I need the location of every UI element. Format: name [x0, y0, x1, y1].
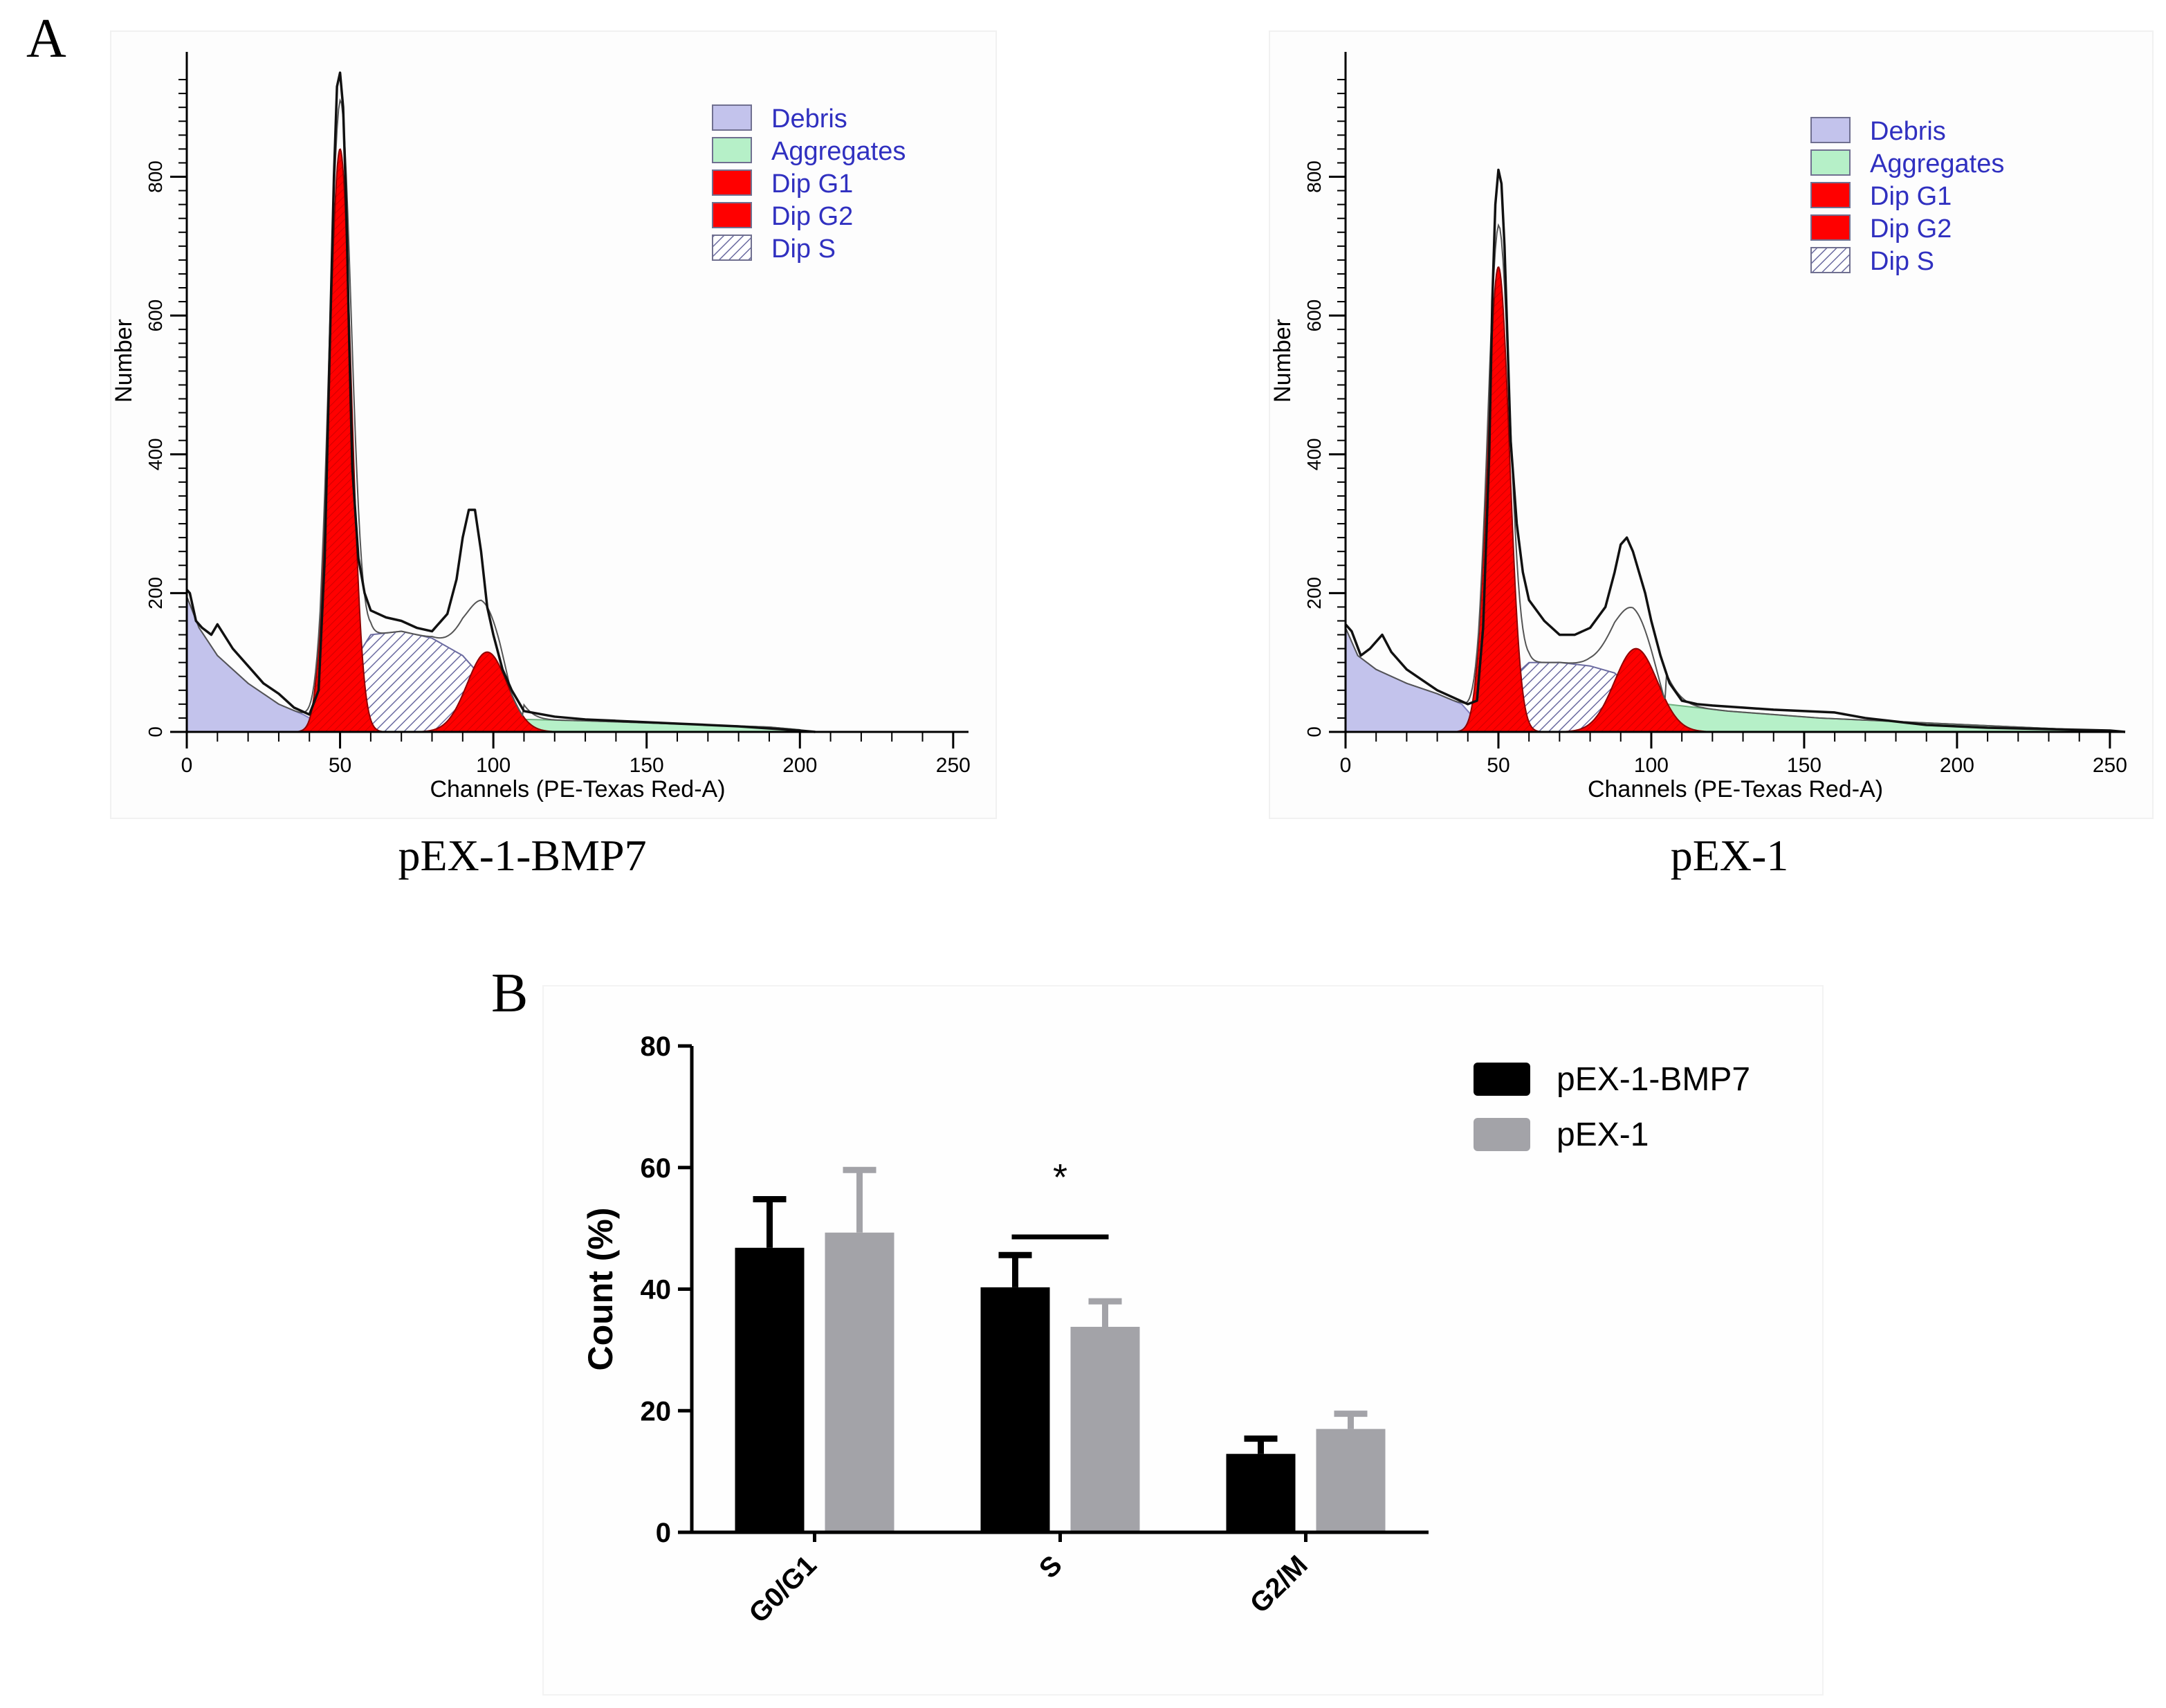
- legend-swatch-pex-1: [1474, 1118, 1530, 1151]
- legend-label-aggregates: Aggregates: [1870, 149, 2004, 178]
- legend-swatch-pex-1-bmp7: [1474, 1063, 1530, 1096]
- panel-label-a: A: [26, 8, 66, 69]
- x-tick-label: 250: [2093, 754, 2127, 777]
- x-tick-label: 50: [1487, 754, 1509, 777]
- y-axis-label: Count (%): [581, 1207, 620, 1370]
- x-axis-label: Channels (PE-Texas Red-A): [1588, 776, 1883, 802]
- dip-g1-hatch: [1454, 267, 1543, 732]
- y-tick-label: 600: [1303, 300, 1325, 332]
- legend-swatch-dip-g2: [712, 202, 752, 228]
- legend-swatch-aggregates: [712, 137, 752, 163]
- bar-pex-1-bmp7-s: [980, 1287, 1050, 1532]
- bar-pex-1-s: [1070, 1326, 1140, 1532]
- y-tick-label: 20: [641, 1396, 672, 1426]
- y-tick-label: 40: [641, 1275, 672, 1305]
- y-tick-label: 60: [641, 1153, 672, 1184]
- x-tick-label: 250: [936, 754, 971, 777]
- legend-swatch-dip-g1: [712, 169, 752, 196]
- legend-label-pex-1: pEX-1: [1557, 1117, 1649, 1153]
- significance-asterisk: *: [1053, 1157, 1067, 1198]
- histogram-panel-pex-1-bmp7: 0 50 100 150 200 250 0 200 400 600 800 Channels (PE…: [110, 30, 997, 880]
- legend-label-dip-g2: Dip G2: [1870, 214, 1952, 244]
- legend-swatch-dip-g1: [1810, 182, 1851, 208]
- panel-background: [110, 30, 997, 819]
- dip-g1-hatch: [295, 149, 385, 733]
- legend-swatch-debris: [712, 104, 752, 131]
- bar-pex-1-bmp7-g2-m: [1226, 1453, 1296, 1532]
- x-tick-label: 200: [782, 754, 817, 777]
- dip-g2-hatch: [407, 652, 567, 732]
- y-tick-label: 800: [145, 160, 166, 193]
- y-tick-label: 400: [145, 438, 166, 470]
- legend-label-debris: Debris: [1870, 117, 1946, 146]
- x-tick-label: 150: [630, 754, 664, 777]
- legend-label-aggregates: Aggregates: [771, 137, 906, 166]
- x-tick-label: 0: [1340, 754, 1352, 777]
- x-axis-label: Channels (PE-Texas Red-A): [430, 776, 725, 802]
- x-tick-label: 0: [181, 754, 193, 777]
- legend-label-dip-g1: Dip G1: [771, 169, 853, 199]
- sample-caption: pEX-1: [1671, 831, 1789, 880]
- sample-caption: pEX-1-BMP7: [398, 831, 646, 880]
- y-tick-label: 0: [1303, 726, 1325, 737]
- legend-label-dip-g1: Dip G1: [1870, 182, 1952, 211]
- legend-label-pex-1-bmp7: pEX-1-BMP7: [1557, 1061, 1750, 1098]
- y-tick-label: 600: [145, 300, 166, 332]
- legend-label-debris: Debris: [771, 104, 847, 134]
- bar-pex-1-bmp7-g0-g1: [735, 1247, 805, 1532]
- legend-label-dip-s: Dip S: [1870, 247, 1934, 276]
- dip-g2-hatch: [1550, 648, 1722, 732]
- y-axis-label: Number: [111, 319, 137, 403]
- x-tick-label: 200: [1940, 754, 1974, 777]
- y-tick-label: 800: [1303, 160, 1325, 193]
- model-fit-line: [1345, 223, 2126, 733]
- x-tick-label: 100: [476, 754, 511, 777]
- legend-swatch-dip-s: [712, 235, 752, 261]
- y-tick-label: 200: [1303, 577, 1325, 609]
- x-tick-label: 50: [329, 754, 351, 777]
- legend-swatch-aggregates: [1810, 149, 1851, 176]
- y-tick-label: 0: [145, 726, 166, 737]
- bar-pex-1-g2-m: [1316, 1429, 1386, 1532]
- y-tick-label: 80: [641, 1031, 672, 1062]
- x-tick-label: 100: [1634, 754, 1669, 777]
- histogram-line: [185, 71, 816, 733]
- legend-swatch-debris: [1810, 117, 1851, 143]
- y-axis-label: Number: [1269, 319, 1296, 403]
- y-tick-label: 0: [656, 1518, 671, 1548]
- legend-swatch-dip-s: [1810, 247, 1851, 273]
- legend-swatch-dip-g2: [1810, 214, 1851, 241]
- histogram-panel-pex-1: 0 50 100 150 200 250 0 200 400 600 800 Channels (PE…: [1269, 30, 2154, 880]
- panel-label-b: B: [491, 963, 528, 1024]
- histogram-line: [1344, 168, 2126, 733]
- x-tick-label: 150: [1787, 754, 1821, 777]
- y-tick-label: 200: [145, 577, 166, 609]
- bar-pex-1-g0-g1: [825, 1232, 894, 1532]
- legend-label-dip-g2: Dip G2: [771, 202, 853, 231]
- legend-label-dip-s: Dip S: [771, 235, 836, 264]
- y-tick-label: 400: [1303, 438, 1325, 470]
